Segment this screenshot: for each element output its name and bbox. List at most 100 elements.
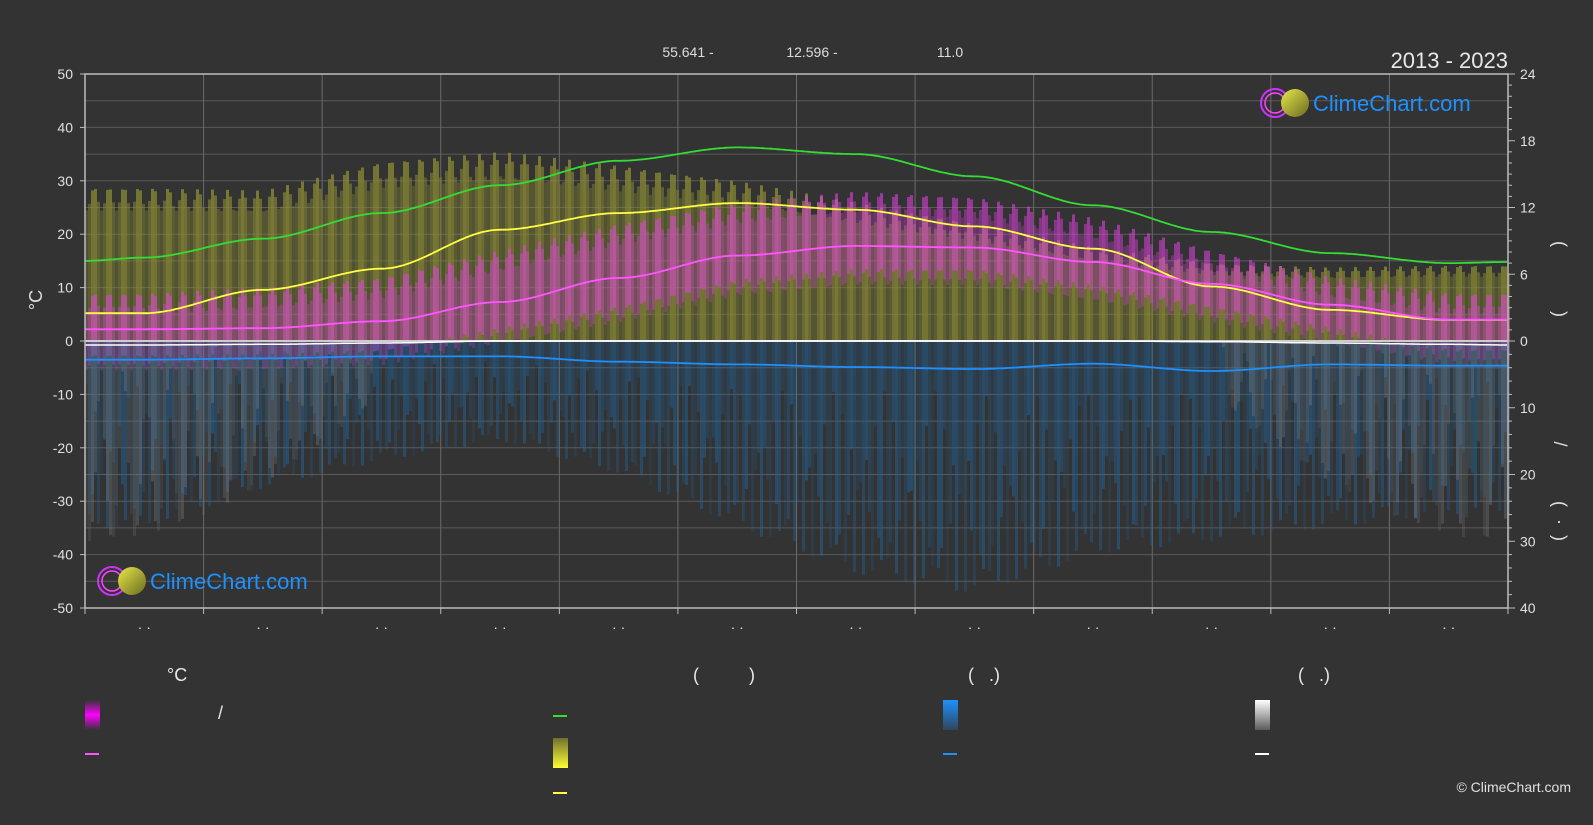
precip-bar bbox=[1057, 341, 1060, 567]
precip-bar bbox=[631, 341, 634, 462]
temp-band-stripe bbox=[451, 265, 454, 340]
temp-band-stripe bbox=[973, 212, 976, 281]
temp-band-stripe bbox=[886, 213, 889, 285]
sunshine-band-stripe bbox=[100, 210, 103, 341]
temp-band-stripe bbox=[550, 245, 553, 324]
temp-band-stripe bbox=[814, 214, 817, 287]
precip-bar bbox=[1237, 341, 1240, 512]
sunshine-band-stripe bbox=[1225, 271, 1228, 341]
snow-bar bbox=[202, 341, 205, 515]
precip-bar bbox=[466, 341, 469, 393]
temp-band-stripe bbox=[811, 214, 814, 288]
sunshine-band-stripe bbox=[562, 182, 565, 341]
temp-band-stripe bbox=[586, 240, 589, 320]
sunshine-band-stripe bbox=[880, 207, 883, 341]
sunshine-band-stripe bbox=[571, 171, 574, 341]
temp-band-stripe bbox=[241, 288, 244, 355]
temp-band-stripe bbox=[655, 219, 658, 300]
temp-band-stripe bbox=[1258, 281, 1261, 331]
temp-band-stripe bbox=[1465, 314, 1468, 365]
precip-bar bbox=[523, 341, 526, 444]
precip-bar bbox=[571, 341, 574, 433]
precip-bar bbox=[268, 341, 271, 485]
snow-bar bbox=[127, 341, 130, 464]
temp-band-stripe bbox=[118, 306, 121, 365]
precip-bar bbox=[874, 341, 877, 427]
sunshine-band-stripe bbox=[97, 201, 100, 341]
temp-band-stripe bbox=[229, 295, 232, 360]
precip-bar bbox=[1423, 341, 1426, 512]
snow-bar bbox=[133, 341, 136, 537]
snow-bar bbox=[1477, 341, 1480, 442]
precip-bar bbox=[1243, 341, 1246, 530]
sunshine-band-stripe bbox=[1042, 237, 1045, 341]
month-tick-label: · · bbox=[731, 619, 744, 635]
temp-band-stripe bbox=[475, 265, 478, 340]
precip-bar bbox=[1003, 341, 1006, 467]
precip-bar bbox=[1429, 341, 1432, 490]
temp-band-stripe bbox=[1084, 223, 1087, 290]
temp-band-stripe bbox=[1282, 270, 1285, 323]
precip-bar bbox=[1324, 341, 1327, 410]
temp-band-stripe bbox=[361, 280, 364, 351]
precip-bar bbox=[145, 341, 148, 415]
temp-band-stripe bbox=[1051, 230, 1054, 295]
precip-bar bbox=[403, 341, 406, 457]
sunshine-band-stripe bbox=[850, 202, 853, 341]
precip-bar bbox=[871, 341, 874, 571]
precip-bar bbox=[1060, 341, 1063, 472]
sunshine-band-stripe bbox=[1393, 275, 1396, 341]
sunshine-band-stripe bbox=[1000, 231, 1003, 341]
temp-band-stripe bbox=[1303, 291, 1306, 339]
temp-band-stripe bbox=[520, 253, 523, 330]
sunshine-band-stripe bbox=[196, 189, 199, 341]
legend-precip-line bbox=[943, 753, 957, 755]
sunshine-band-stripe bbox=[481, 160, 484, 341]
precip-bar bbox=[1168, 341, 1171, 544]
sunshine-band-stripe bbox=[295, 202, 298, 341]
sunshine-band-stripe bbox=[148, 200, 151, 341]
sunshine-band-stripe bbox=[274, 196, 277, 341]
temp-band-stripe bbox=[1063, 231, 1066, 295]
temp-band-stripe bbox=[529, 263, 532, 337]
temp-band-stripe bbox=[670, 216, 673, 297]
snow-bar bbox=[1420, 341, 1423, 498]
sunshine-band-stripe bbox=[1228, 275, 1231, 341]
precip-bar bbox=[1147, 341, 1150, 428]
temp-band-stripe bbox=[904, 209, 907, 281]
sunshine-band-stripe bbox=[289, 194, 292, 341]
temp-band-stripe bbox=[607, 242, 610, 321]
precip-bar bbox=[1132, 341, 1135, 525]
sunshine-band-stripe bbox=[451, 160, 454, 341]
precip-bar bbox=[265, 341, 268, 443]
precip-bar bbox=[478, 341, 481, 429]
temp-band-stripe bbox=[1225, 267, 1228, 320]
precip-bar bbox=[1474, 341, 1477, 508]
sunshine-band-stripe bbox=[373, 166, 376, 341]
precip-bar bbox=[568, 341, 571, 396]
precip-bar bbox=[301, 341, 304, 478]
precip-bar bbox=[943, 341, 946, 429]
precip-bar bbox=[1426, 341, 1429, 400]
temp-band-stripe bbox=[835, 193, 838, 271]
temp-band-stripe bbox=[1390, 305, 1393, 354]
precip-bar bbox=[982, 341, 985, 569]
sunshine-band-stripe bbox=[916, 232, 919, 341]
temp-band-stripe bbox=[142, 308, 145, 366]
precip-bar bbox=[1492, 341, 1495, 483]
temp-band-stripe bbox=[1033, 225, 1036, 291]
snow-bar bbox=[316, 341, 319, 446]
precip-bar bbox=[211, 341, 214, 434]
sunshine-band-stripe bbox=[247, 210, 250, 341]
snow-bar bbox=[190, 341, 193, 362]
sunshine-band-stripe bbox=[961, 238, 964, 341]
sunshine-band-stripe bbox=[142, 203, 145, 341]
temp-band-stripe bbox=[664, 236, 667, 313]
precip-bar bbox=[772, 341, 775, 421]
precip-bar bbox=[799, 341, 802, 437]
precip-bar bbox=[1297, 341, 1300, 486]
sunshine-band-stripe bbox=[463, 155, 466, 341]
precip-bar bbox=[1483, 341, 1486, 498]
sunshine-band-stripe bbox=[859, 220, 862, 341]
precip-bar bbox=[292, 341, 295, 475]
